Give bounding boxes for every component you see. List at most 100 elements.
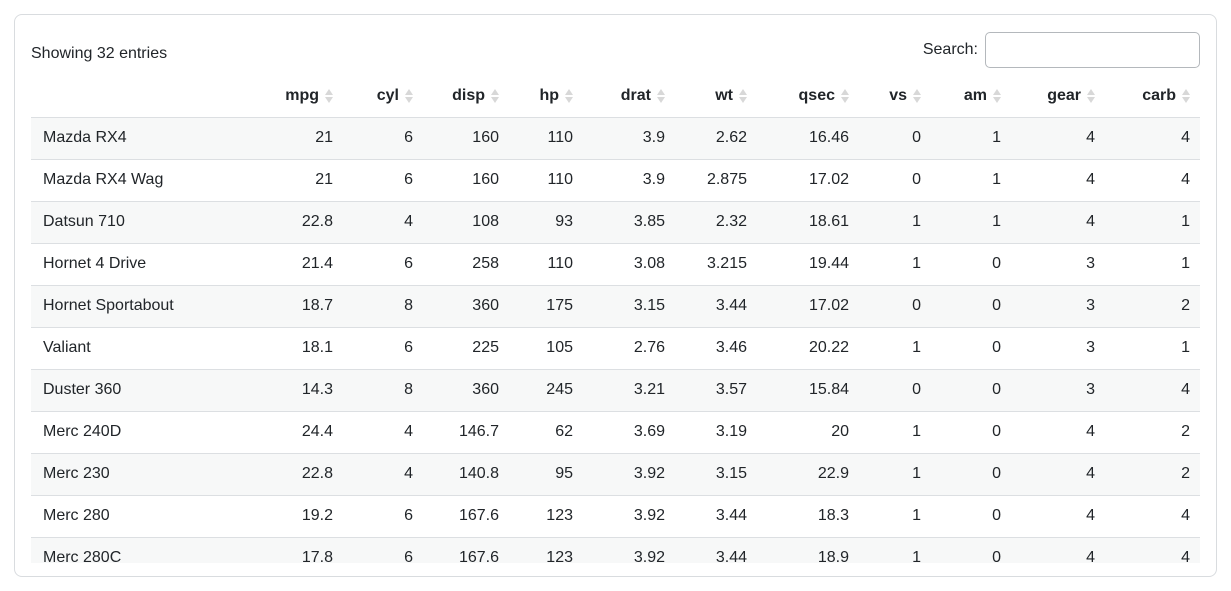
cell-drat: 3.08	[633, 255, 665, 272]
cell-qsec: 20	[831, 423, 849, 440]
column-header-wt[interactable]: wt	[675, 75, 757, 118]
cell-vs: 1	[912, 213, 921, 230]
search-label: Search:	[922, 41, 978, 58]
cell-drat: 3.69	[633, 423, 665, 440]
cell-hp: 110	[547, 255, 573, 272]
column-header-rowname[interactable]	[31, 75, 261, 118]
column-header-vs[interactable]: vs	[859, 75, 931, 118]
cell-cyl: 6	[404, 129, 413, 146]
column-header-label: drat	[620, 86, 651, 104]
cell-mpg: 21	[315, 129, 333, 146]
cell-vs: 1	[912, 507, 921, 524]
row-name-cell: Valiant	[43, 339, 91, 356]
cell-drat: 3.92	[633, 507, 665, 524]
table-info: Showing 32 entries	[31, 45, 168, 62]
table-row[interactable]: Hornet Sportabout 18.7 8 360 175 3.15 3.44 17.0…	[31, 285, 1200, 327]
column-header-drat[interactable]: drat	[583, 75, 675, 118]
cell-mpg: 22.8	[301, 465, 333, 482]
cell-hp: 245	[546, 381, 573, 398]
cell-hp: 175	[546, 297, 573, 314]
cell-carb: 2	[1181, 297, 1190, 314]
cell-cyl: 8	[404, 297, 413, 314]
sort-both-icon	[325, 88, 333, 103]
table-row[interactable]: Datsun 710 22.8 4 108 93 3.85 2.32 18.61 1 1 4 1	[31, 201, 1200, 243]
sort-both-icon	[739, 88, 747, 103]
cell-wt: 3.44	[715, 549, 747, 563]
column-header-hp[interactable]: hp	[509, 75, 583, 118]
cell-am: 0	[992, 465, 1001, 482]
cell-mpg: 17.8	[301, 549, 333, 563]
row-name-cell: Merc 230	[43, 465, 110, 482]
table-row[interactable]: Merc 240D 24.4 4 146.7 62 3.69 3.19 20 1 0 4 2	[31, 411, 1200, 453]
cell-cyl: 4	[404, 213, 413, 230]
cell-drat: 3.85	[633, 213, 665, 230]
column-header-cyl[interactable]: cyl	[343, 75, 423, 118]
row-name-cell: Merc 280C	[43, 549, 122, 563]
cell-am: 1	[992, 129, 1001, 146]
cell-hp: 110	[547, 129, 573, 146]
row-name-cell: Hornet Sportabout	[43, 297, 174, 314]
cell-wt: 2.32	[715, 213, 747, 230]
cell-gear: 3	[1086, 255, 1095, 272]
column-header-gear[interactable]: gear	[1011, 75, 1105, 118]
table-row[interactable]: Merc 230 22.8 4 140.8 95 3.92 3.15 22.9 1 0 4 2	[31, 453, 1200, 495]
cell-drat: 2.76	[633, 339, 665, 356]
cell-carb: 4	[1181, 129, 1190, 146]
column-header-carb[interactable]: carb	[1105, 75, 1200, 118]
table-row[interactable]: Valiant 18.1 6 225 105 2.76 3.46 20.22 1 0 3 1	[31, 327, 1200, 369]
cell-gear: 4	[1086, 129, 1095, 146]
datatable-toolbar: Showing 32 entries Search:	[31, 31, 1200, 75]
cell-disp: 360	[472, 297, 499, 314]
cell-drat: 3.15	[633, 297, 665, 314]
cell-wt: 2.875	[706, 171, 747, 188]
cell-mpg: 18.7	[301, 297, 333, 314]
cell-cyl: 6	[404, 171, 413, 188]
table-row[interactable]: Mazda RX4 21 6 160 110 3.9 2.62 16.46 0 1 4 4	[31, 117, 1200, 159]
table-row[interactable]: Merc 280C 17.8 6 167.6 123 3.92 3.44 18.9 1 0 4 4	[31, 537, 1200, 563]
row-name-cell: Merc 240D	[43, 423, 122, 440]
sort-both-icon	[841, 88, 849, 103]
column-header-disp[interactable]: disp	[423, 75, 509, 118]
cell-wt: 3.57	[715, 381, 747, 398]
cell-cyl: 6	[404, 339, 413, 356]
cell-hp: 105	[546, 339, 573, 356]
cell-am: 0	[992, 255, 1001, 272]
cell-cyl: 4	[404, 465, 413, 482]
cell-disp: 258	[472, 255, 499, 272]
cell-mpg: 21.4	[301, 255, 333, 272]
table-row[interactable]: Merc 280 19.2 6 167.6 123 3.92 3.44 18.3 1 0 4 4	[31, 495, 1200, 537]
sort-both-icon	[491, 88, 499, 103]
cell-wt: 2.62	[715, 129, 747, 146]
column-header-am[interactable]: am	[931, 75, 1011, 118]
cell-mpg: 22.8	[301, 213, 333, 230]
cell-carb: 2	[1181, 423, 1190, 440]
cell-carb: 1	[1181, 213, 1190, 230]
cell-am: 0	[992, 423, 1001, 440]
table-row[interactable]: Duster 360 14.3 8 360 245 3.21 3.57 15.84 0 0 3 4	[31, 369, 1200, 411]
column-header-label: mpg	[285, 86, 319, 104]
cell-vs: 0	[912, 171, 921, 188]
table-scroll-area[interactable]: mpg cyl disp hp drat wt qsec vs am gear carb Mazda…	[31, 75, 1200, 563]
column-header-label: gear	[1047, 86, 1081, 104]
cell-cyl: 6	[404, 507, 413, 524]
table-row[interactable]: Hornet 4 Drive 21.4 6 258 110 3.08 3.215 19.44 1…	[31, 243, 1200, 285]
column-header-label: disp	[452, 86, 485, 104]
column-header-label: hp	[539, 86, 559, 104]
cell-vs: 0	[912, 297, 921, 314]
cell-carb: 4	[1181, 381, 1190, 398]
search-input[interactable]	[985, 32, 1200, 68]
column-header-mpg[interactable]: mpg	[261, 75, 343, 118]
cell-gear: 4	[1086, 423, 1095, 440]
cell-am: 1	[992, 171, 1001, 188]
cell-drat: 3.9	[642, 171, 665, 188]
cell-vs: 0	[912, 381, 921, 398]
table-row[interactable]: Mazda RX4 Wag 21 6 160 110 3.9 2.875 17.02 0 1 4 4	[31, 159, 1200, 201]
cell-vs: 1	[912, 465, 921, 482]
cell-am: 0	[992, 507, 1001, 524]
column-header-label: vs	[889, 86, 907, 104]
cell-qsec: 16.46	[808, 129, 849, 146]
cell-am: 0	[992, 549, 1001, 563]
cell-mpg: 24.4	[301, 423, 333, 440]
data-table: mpg cyl disp hp drat wt qsec vs am gear carb Mazda…	[31, 75, 1200, 563]
column-header-qsec[interactable]: qsec	[757, 75, 859, 118]
